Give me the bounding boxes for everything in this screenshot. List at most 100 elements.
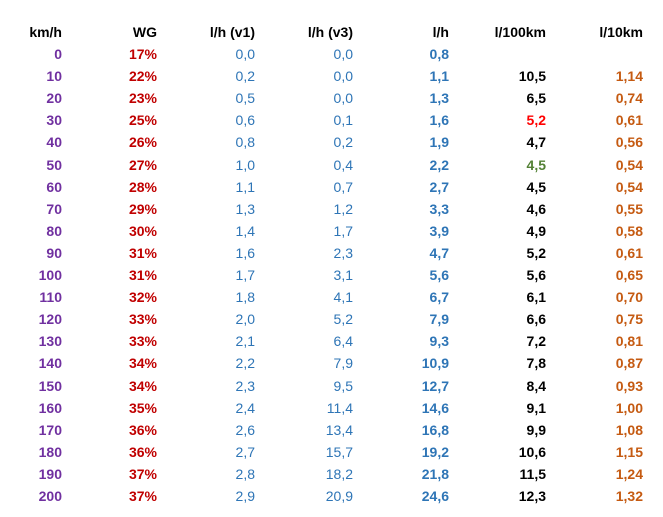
efficiency-cell: 36% bbox=[128, 443, 157, 460]
efficiency-cell: 17% bbox=[128, 46, 157, 62]
lh-v3-cell: 4,1 bbox=[333, 289, 353, 306]
table-row: 200 37% 2,9 20,9 24,6 12,3 1,32 bbox=[0, 485, 663, 507]
lh-v1-cell: 2,3 bbox=[235, 377, 255, 394]
table-row: 0 17% 0,0 0,0 0,8 bbox=[0, 43, 663, 65]
speed-cell: 40 bbox=[46, 134, 62, 151]
table-row: 10 22% 0,2 0,0 1,1 10,5 1,14 bbox=[0, 65, 663, 87]
speed-cell: 50 bbox=[46, 156, 62, 173]
table-row: 160 35% 2,4 11,4 14,6 9,1 1,00 bbox=[0, 397, 663, 419]
lh-cell: 5,6 bbox=[429, 267, 449, 283]
speed-cell: 70 bbox=[46, 200, 62, 217]
lh-cell: 1,3 bbox=[429, 90, 449, 107]
efficiency-cell: 30% bbox=[128, 222, 157, 239]
lh-v1-cell: 1,4 bbox=[235, 222, 255, 239]
l-per-10km-cell: 0,61 bbox=[615, 112, 643, 129]
lh-v1-cell: 0,0 bbox=[235, 46, 255, 62]
l-per-10km-cell: 0,54 bbox=[615, 156, 643, 173]
l-per-100km-cell: 4,5 bbox=[526, 156, 546, 173]
l-per-100km-cell: 9,9 bbox=[526, 421, 546, 438]
table-row: 30 25% 0,6 0,1 1,6 5,2 0,61 bbox=[0, 109, 663, 131]
speed-cell: 80 bbox=[46, 222, 62, 239]
speed-cell: 60 bbox=[46, 178, 62, 195]
lh-v1-cell: 1,7 bbox=[235, 267, 255, 283]
l-per-100km-cell: 4,7 bbox=[526, 134, 546, 151]
speed-cell: 90 bbox=[46, 244, 62, 261]
lh-v1-cell: 2,6 bbox=[235, 421, 255, 438]
lh-cell: 14,6 bbox=[421, 399, 449, 416]
lh-v3-cell: 3,1 bbox=[333, 267, 353, 283]
lh-cell: 19,2 bbox=[421, 443, 449, 460]
lh-v3-cell: 13,4 bbox=[325, 421, 353, 438]
lh-v3-cell: 0,2 bbox=[333, 134, 353, 151]
lh-v1-cell: 2,8 bbox=[235, 465, 255, 482]
l-per-100km-cell: 11,5 bbox=[519, 465, 546, 482]
lh-v3-cell: 0,7 bbox=[333, 178, 353, 195]
table-row: 120 33% 2,0 5,2 7,9 6,6 0,75 bbox=[0, 308, 663, 330]
table-row: 140 34% 2,2 7,9 10,9 7,8 0,87 bbox=[0, 352, 663, 374]
lh-v1-cell: 1,0 bbox=[235, 156, 255, 173]
speed-cell: 110 bbox=[39, 289, 62, 306]
lh-v3-cell: 0,0 bbox=[333, 46, 353, 62]
lh-v3-cell: 20,9 bbox=[325, 488, 353, 504]
lh-cell: 1,9 bbox=[429, 134, 449, 151]
lh-v1-cell: 0,8 bbox=[235, 134, 255, 151]
l-per-100km-cell: 7,2 bbox=[526, 333, 546, 350]
speed-cell: 30 bbox=[46, 112, 62, 129]
table-row: 20 23% 0,5 0,0 1,3 6,5 0,74 bbox=[0, 87, 663, 109]
table-row: 170 36% 2,6 13,4 16,8 9,9 1,08 bbox=[0, 419, 663, 441]
efficiency-cell: 27% bbox=[128, 156, 157, 173]
l-per-100km-cell: 8,4 bbox=[526, 377, 546, 394]
lh-v1-cell: 1,6 bbox=[235, 244, 255, 261]
efficiency-cell: 33% bbox=[128, 311, 157, 328]
lh-v3-cell: 0,0 bbox=[333, 90, 353, 107]
table-row: 100 31% 1,7 3,1 5,6 5,6 0,65 bbox=[0, 264, 663, 286]
speed-cell: 0 bbox=[54, 46, 62, 62]
table-row: 70 29% 1,3 1,2 3,3 4,6 0,55 bbox=[0, 198, 663, 220]
l-per-10km-cell: 0,55 bbox=[615, 200, 643, 217]
lh-v3-cell: 1,2 bbox=[333, 200, 353, 217]
efficiency-cell: 31% bbox=[128, 267, 157, 283]
table-row: 40 26% 0,8 0,2 1,9 4,7 0,56 bbox=[0, 131, 663, 153]
efficiency-cell: 26% bbox=[128, 134, 157, 151]
lh-v3-cell: 7,9 bbox=[333, 355, 353, 372]
l-per-100km-cell bbox=[449, 43, 546, 65]
efficiency-cell: 35% bbox=[128, 399, 157, 416]
speed-cell: 120 bbox=[38, 311, 62, 328]
speed-cell: 100 bbox=[38, 267, 62, 283]
l-per-100km-cell: 7,8 bbox=[526, 355, 546, 372]
l-per-10km-cell: 0,58 bbox=[615, 222, 643, 239]
speed-cell: 160 bbox=[38, 399, 62, 416]
l-per-100km-cell: 4,6 bbox=[526, 200, 546, 217]
header-lh-v3: l/h (v3) bbox=[307, 24, 353, 40]
l-per-10km-cell: 0,93 bbox=[615, 377, 643, 394]
lh-v1-cell: 2,7 bbox=[235, 443, 255, 460]
efficiency-cell: 25% bbox=[128, 112, 157, 129]
speed-cell: 190 bbox=[38, 465, 62, 482]
efficiency-cell: 23% bbox=[128, 90, 157, 107]
efficiency-cell: 22% bbox=[128, 68, 157, 85]
lh-v1-cell: 2,1 bbox=[235, 333, 255, 350]
l-per-100km-cell: 5,2 bbox=[526, 112, 546, 129]
lh-v3-cell: 0,4 bbox=[333, 156, 353, 173]
l-per-100km-cell: 6,5 bbox=[526, 90, 546, 107]
l-per-10km-cell: 0,74 bbox=[615, 90, 643, 107]
efficiency-cell: 37% bbox=[128, 488, 157, 504]
table-row: 110 32% 1,8 4,1 6,7 6,1 0,70 bbox=[0, 286, 663, 308]
lh-v3-cell: 15,7 bbox=[325, 443, 353, 460]
l-per-100km-cell: 4,5 bbox=[526, 178, 546, 195]
table-row: 80 30% 1,4 1,7 3,9 4,9 0,58 bbox=[0, 220, 663, 242]
efficiency-cell: 33% bbox=[128, 333, 157, 350]
speed-cell: 180 bbox=[38, 443, 62, 460]
l-per-100km-cell: 9,1 bbox=[526, 399, 546, 416]
efficiency-cell: 34% bbox=[128, 377, 157, 394]
lh-cell: 12,7 bbox=[421, 377, 449, 394]
table-row: 150 34% 2,3 9,5 12,7 8,4 0,93 bbox=[0, 375, 663, 397]
lh-v3-cell: 1,7 bbox=[333, 222, 353, 239]
lh-cell: 16,8 bbox=[421, 421, 449, 438]
lh-cell: 1,6 bbox=[429, 112, 449, 129]
l-per-10km-cell: 1,14 bbox=[615, 68, 643, 85]
speed-cell: 10 bbox=[46, 68, 62, 85]
l-per-10km-cell: 0,81 bbox=[615, 333, 643, 350]
efficiency-cell: 29% bbox=[128, 200, 157, 217]
l-per-10km-cell: 0,87 bbox=[615, 355, 643, 372]
